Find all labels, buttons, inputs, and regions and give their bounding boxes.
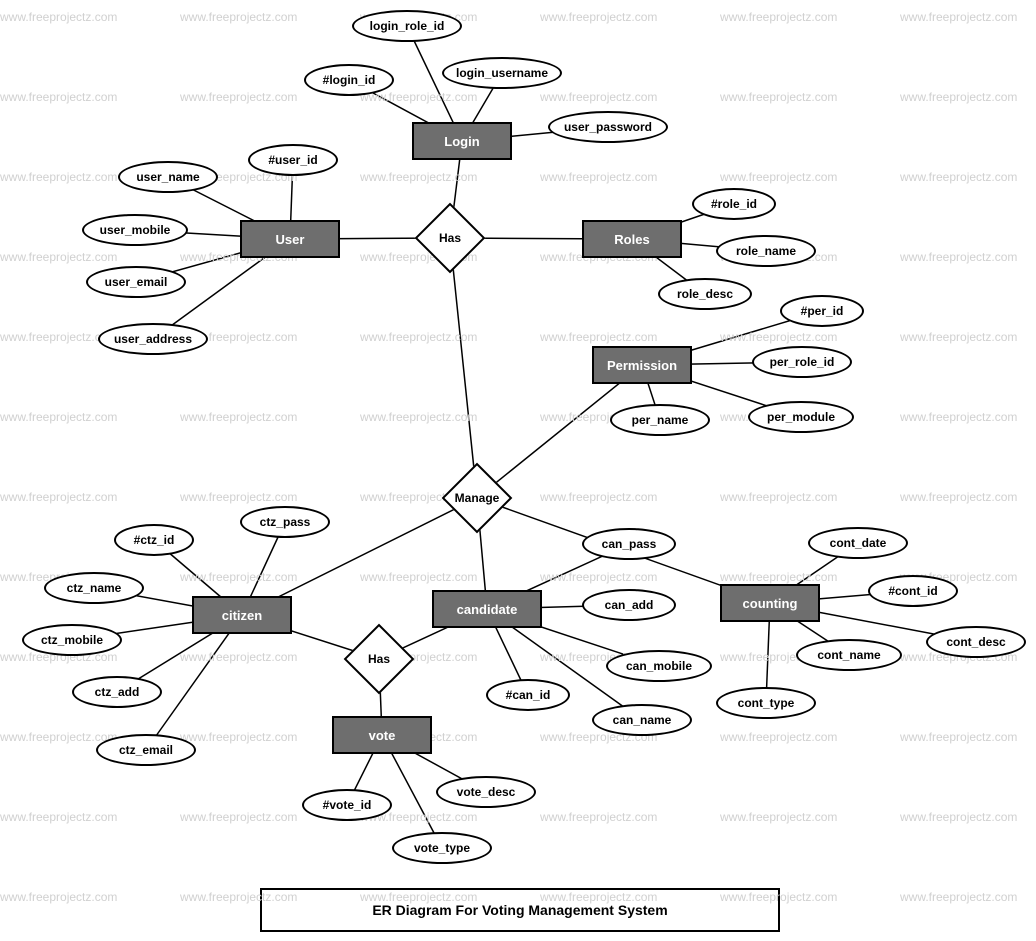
watermark: www.freeprojectz.com	[900, 330, 1017, 344]
attr-ctz_pass: ctz_pass	[240, 506, 330, 538]
attr-cont_date: cont_date	[808, 527, 908, 559]
relationship-label: Has	[439, 231, 461, 245]
watermark: www.freeprojectz.com	[540, 570, 657, 584]
attr-login_role_id: login_role_id	[352, 10, 462, 42]
watermark: www.freeprojectz.com	[0, 730, 117, 744]
watermark: www.freeprojectz.com	[180, 490, 297, 504]
attr-ctz_mobile: ctz_mobile	[22, 624, 122, 656]
diagram-title-text: ER Diagram For Voting Management System	[372, 902, 667, 918]
watermark: www.freeprojectz.com	[180, 570, 297, 584]
attr-user_id: #user_id	[248, 144, 338, 176]
watermark: www.freeprojectz.com	[0, 170, 117, 184]
attr-cont_type: cont_type	[716, 687, 816, 719]
watermark: www.freeprojectz.com	[720, 570, 837, 584]
watermark: www.freeprojectz.com	[900, 170, 1017, 184]
attr-ctz_email: ctz_email	[96, 734, 196, 766]
relationship-label: Manage	[455, 491, 500, 505]
entity-citizen: citizen	[192, 596, 292, 634]
attr-user_mobile: user_mobile	[82, 214, 188, 246]
watermark: www.freeprojectz.com	[540, 90, 657, 104]
entity-vote: vote	[332, 716, 432, 754]
attr-cont_desc: cont_desc	[926, 626, 1026, 658]
attr-ctz_name: ctz_name	[44, 572, 144, 604]
attr-ctz_add: ctz_add	[72, 676, 162, 708]
watermark: www.freeprojectz.com	[540, 10, 657, 24]
relationship-has2: Has	[344, 624, 414, 694]
watermark: www.freeprojectz.com	[720, 810, 837, 824]
attr-can_add: can_add	[582, 589, 676, 621]
watermark: www.freeprojectz.com	[900, 890, 1017, 904]
entity-candidate: candidate	[432, 590, 542, 628]
attr-cont_id: #cont_id	[868, 575, 958, 607]
watermark: www.freeprojectz.com	[720, 730, 837, 744]
relationship-manage: Manage	[442, 463, 512, 533]
watermark: www.freeprojectz.com	[720, 330, 837, 344]
watermark: www.freeprojectz.com	[900, 410, 1017, 424]
attr-per_name: per_name	[610, 404, 710, 436]
attr-user_email: user_email	[86, 266, 186, 298]
diagram-title: ER Diagram For Voting Management System	[260, 888, 780, 932]
watermark: www.freeprojectz.com	[360, 170, 477, 184]
attr-cont_name: cont_name	[796, 639, 902, 671]
relationship-has1: Has	[415, 203, 485, 273]
attr-per_role_id: per_role_id	[752, 346, 852, 378]
watermark: www.freeprojectz.com	[720, 490, 837, 504]
watermark: www.freeprojectz.com	[900, 730, 1017, 744]
attr-ctz_id: #ctz_id	[114, 524, 194, 556]
attr-per_id: #per_id	[780, 295, 864, 327]
watermark: www.freeprojectz.com	[900, 810, 1017, 824]
watermark: www.freeprojectz.com	[0, 90, 117, 104]
relationship-label: Has	[368, 652, 390, 666]
watermark: www.freeprojectz.com	[0, 810, 117, 824]
entity-permission: Permission	[592, 346, 692, 384]
entity-user: User	[240, 220, 340, 258]
watermark: www.freeprojectz.com	[0, 250, 117, 264]
watermark: www.freeprojectz.com	[540, 170, 657, 184]
watermark: www.freeprojectz.com	[900, 10, 1017, 24]
entity-counting: counting	[720, 584, 820, 622]
watermark: www.freeprojectz.com	[180, 650, 297, 664]
watermark: www.freeprojectz.com	[180, 730, 297, 744]
attr-user_address: user_address	[98, 323, 208, 355]
attr-role_id: #role_id	[692, 188, 776, 220]
attr-vote_id: #vote_id	[302, 789, 392, 821]
watermark: www.freeprojectz.com	[720, 170, 837, 184]
watermark: www.freeprojectz.com	[900, 250, 1017, 264]
attr-vote_type: vote_type	[392, 832, 492, 864]
watermark: www.freeprojectz.com	[360, 330, 477, 344]
watermark: www.freeprojectz.com	[900, 490, 1017, 504]
watermark: www.freeprojectz.com	[360, 410, 477, 424]
watermark: www.freeprojectz.com	[540, 330, 657, 344]
watermark: www.freeprojectz.com	[180, 810, 297, 824]
watermark: www.freeprojectz.com	[540, 810, 657, 824]
watermark: www.freeprojectz.com	[0, 890, 117, 904]
attr-role_desc: role_desc	[658, 278, 752, 310]
entity-roles: Roles	[582, 220, 682, 258]
watermark: www.freeprojectz.com	[180, 90, 297, 104]
entity-login: Login	[412, 122, 512, 160]
attr-can_id: #can_id	[486, 679, 570, 711]
watermark: www.freeprojectz.com	[180, 10, 297, 24]
watermark: www.freeprojectz.com	[0, 410, 117, 424]
watermark: www.freeprojectz.com	[720, 10, 837, 24]
attr-role_name: role_name	[716, 235, 816, 267]
watermark: www.freeprojectz.com	[0, 10, 117, 24]
attr-vote_desc: vote_desc	[436, 776, 536, 808]
watermark: www.freeprojectz.com	[720, 90, 837, 104]
watermark: www.freeprojectz.com	[180, 410, 297, 424]
attr-can_pass: can_pass	[582, 528, 676, 560]
attr-can_name: can_name	[592, 704, 692, 736]
attr-login_id: #login_id	[304, 64, 394, 96]
attr-login_username: login_username	[442, 57, 562, 89]
watermark: www.freeprojectz.com	[360, 570, 477, 584]
attr-user_password: user_password	[548, 111, 668, 143]
watermark: www.freeprojectz.com	[0, 490, 117, 504]
watermark: www.freeprojectz.com	[540, 490, 657, 504]
attr-per_module: per_module	[748, 401, 854, 433]
attr-can_mobile: can_mobile	[606, 650, 712, 682]
attr-user_name: user_name	[118, 161, 218, 193]
watermark: www.freeprojectz.com	[900, 90, 1017, 104]
